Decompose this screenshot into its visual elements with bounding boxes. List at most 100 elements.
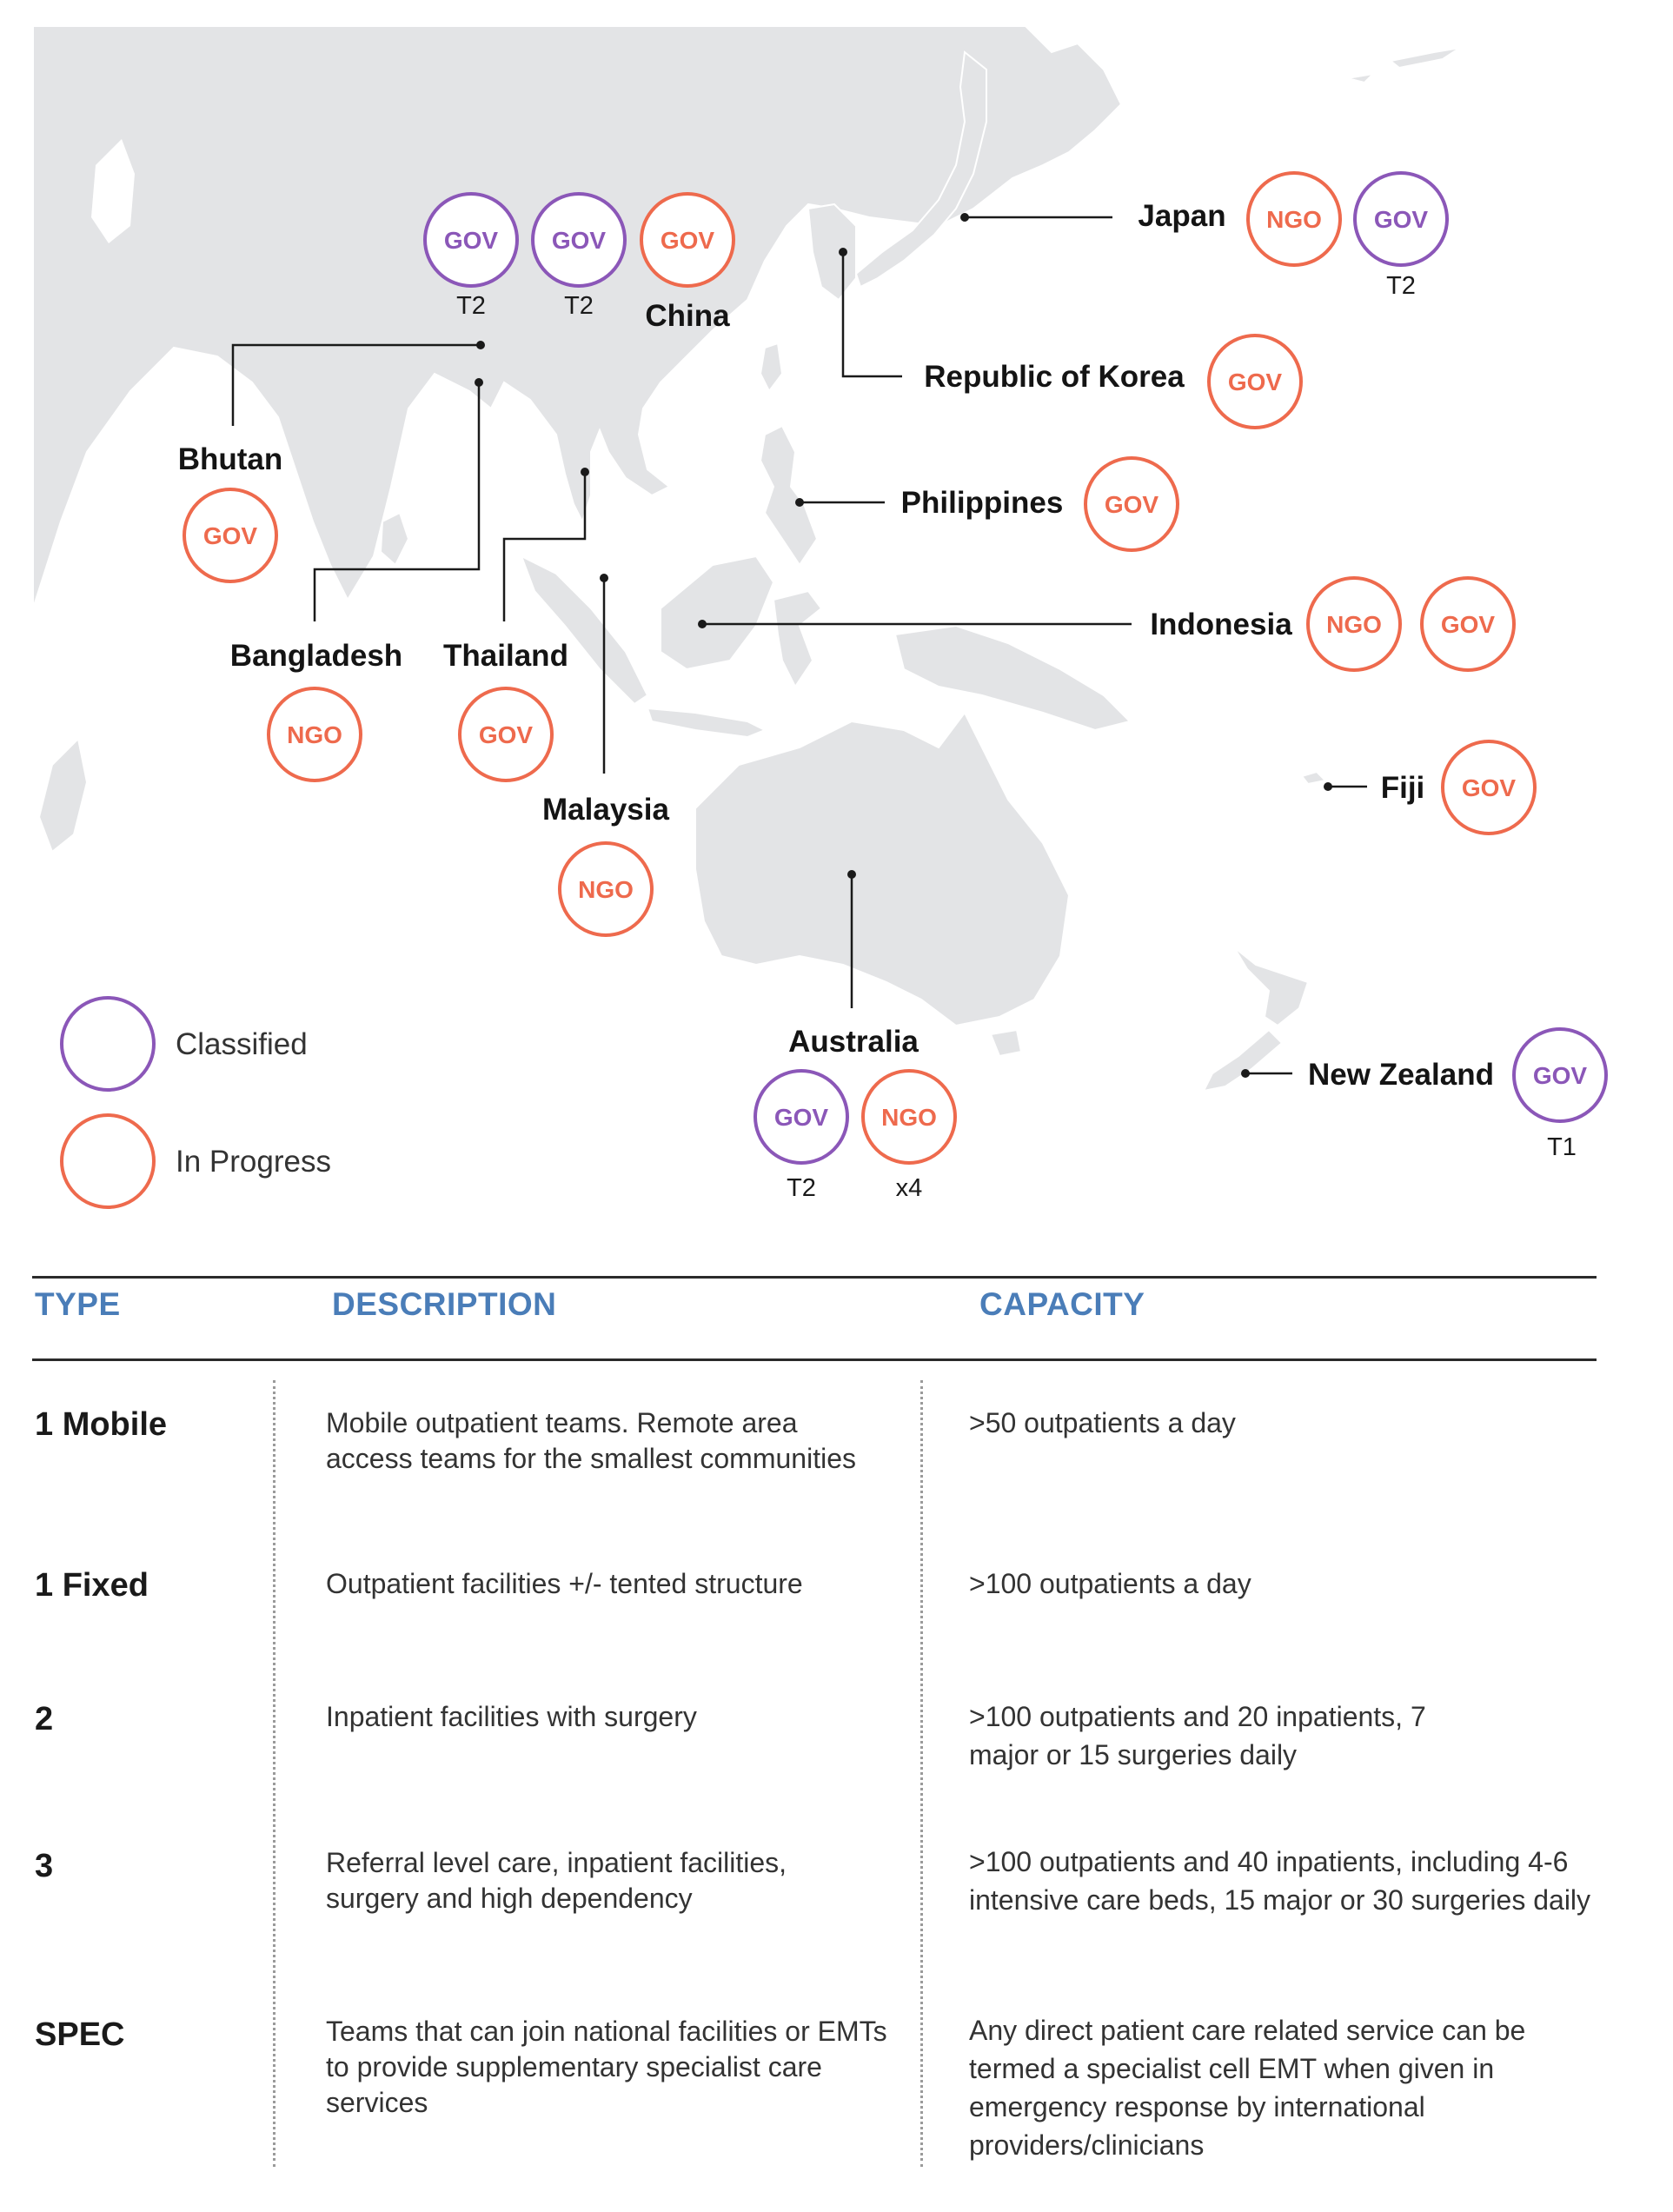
badge-indonesia-ngo-progress (1306, 576, 1402, 672)
legend-classified-label: Classified (176, 1027, 308, 1061)
badge-note: T2 (564, 292, 594, 320)
badge-australia-gov-classified (754, 1069, 849, 1165)
badge-indonesia-gov-progress (1420, 576, 1516, 672)
badge-note: T2 (787, 1174, 816, 1202)
badge-text: GOV (1105, 491, 1159, 518)
leader-line-thailand (502, 472, 587, 621)
badge-thailand-gov-progress (458, 687, 554, 782)
land-new-guinea (893, 624, 1132, 732)
land-new-zealand-south (1202, 1028, 1284, 1093)
badge-china-gov-progress (640, 192, 735, 288)
badge-china-gov-classified-1 (423, 192, 519, 288)
country-label-bangladesh: Bangladesh (230, 639, 402, 673)
location-dot-bangladesh (475, 378, 483, 387)
column-divider-2 (920, 1380, 923, 2167)
table-row-description: Inpatient facilities with surgery (326, 1701, 697, 1732)
badge-text: GOV (1374, 206, 1429, 233)
badge-note: T2 (456, 292, 486, 320)
country-label-bhutan: Bhutan (178, 442, 283, 476)
badge-text: NGO (1326, 611, 1382, 638)
table-row-type: 1 Mobile (35, 1406, 168, 1443)
table-row-description: Referral level care, inpatient facilitie… (326, 1847, 787, 1914)
badge-malaysia-ngo-progress (558, 841, 654, 937)
badge-japan-ngo-progress (1246, 171, 1342, 267)
badge-text: GOV (479, 721, 534, 748)
badge-fiji-gov-progress (1441, 740, 1537, 835)
country-label-fiji: Fiji (1381, 771, 1425, 805)
legend-in-progress-swatch (60, 1113, 156, 1209)
badge-text: NGO (287, 721, 342, 748)
land-korea (807, 203, 857, 302)
badge-text: GOV (1533, 1062, 1588, 1089)
badge-bhutan-gov-progress (183, 488, 278, 583)
table-row-description: Teams that can join national facilities … (326, 2016, 887, 2118)
legend-in-progress-label: In Progress (176, 1145, 331, 1179)
land-taiwan (759, 342, 784, 393)
table-row-capacity: Any direct patient care related service … (969, 2015, 1526, 2161)
country-label-thailand: Thailand (443, 639, 568, 673)
country-label-korea: Republic of Korea (924, 360, 1185, 394)
table-row-capacity: >100 outpatients and 40 inpatients, incl… (969, 1846, 1591, 1916)
location-dot-australia (847, 870, 856, 879)
badge-note: T1 (1547, 1133, 1577, 1161)
country-label-malaysia: Malaysia (542, 793, 669, 827)
table-header-capacity: CAPACITY (979, 1286, 1145, 1322)
location-dot-malaysia (600, 574, 608, 582)
badge-text: GOV (552, 227, 607, 254)
badge-note: T2 (1386, 272, 1416, 300)
badge-text: GOV (1462, 774, 1517, 801)
table-row-capacity: >100 outpatients and 20 inpatients, 7 ma… (969, 1701, 1426, 1770)
land-japan (854, 50, 987, 289)
badge-philippines-gov-progress (1084, 456, 1179, 552)
land-fiji (1300, 770, 1328, 786)
country-label-australia: Australia (788, 1025, 919, 1059)
land-new-zealand-north (1233, 947, 1310, 1027)
badge-text: GOV (774, 1104, 829, 1131)
leader-line-bangladesh (313, 382, 481, 621)
table-header-description: DESCRIPTION (332, 1286, 557, 1322)
table-row-type: 2 (35, 1701, 54, 1737)
location-dot-new-zealand (1241, 1069, 1250, 1078)
badge-text: NGO (1266, 206, 1322, 233)
badge-text: GOV (444, 227, 499, 254)
country-label-china: China (645, 299, 730, 333)
location-dot-indonesia (698, 620, 707, 628)
location-dot-philippines (795, 498, 804, 507)
badge-new-zealand-gov-classified (1512, 1027, 1608, 1123)
badge-text: GOV (1441, 611, 1496, 638)
land-sri-lanka (379, 511, 410, 567)
land-java (646, 707, 767, 739)
badge-australia-ngo-progress (861, 1069, 957, 1165)
badge-text: GOV (1228, 369, 1283, 395)
table-top-rule (32, 1276, 1597, 1279)
table-header-type: TYPE (35, 1286, 121, 1322)
land-sulawesi (772, 589, 823, 688)
land-west-island (37, 736, 89, 854)
badge-china-gov-classified-2 (531, 192, 627, 288)
country-label-indonesia: Indonesia (1150, 608, 1292, 641)
table-header-rule (32, 1358, 1597, 1361)
badge-bangladesh-ngo-progress (267, 687, 362, 782)
land-tasmania (989, 1028, 1023, 1058)
badge-text: NGO (578, 876, 634, 903)
land-philippines (759, 424, 819, 567)
location-dot-japan (960, 213, 969, 222)
leader-line-bhutan (231, 343, 481, 426)
badge-text: NGO (881, 1104, 937, 1131)
table-row-type: 3 (35, 1848, 54, 1884)
badge-note: x4 (896, 1174, 923, 1202)
column-divider-1 (273, 1380, 276, 2167)
badge-text: GOV (661, 227, 715, 254)
land-borneo (660, 555, 775, 671)
badge-korea-gov-progress (1207, 334, 1303, 429)
table-row-type: SPEC (35, 2016, 125, 2053)
location-dot-fiji (1324, 782, 1332, 791)
leader-line-korea (841, 252, 902, 378)
legend-classified-swatch (60, 996, 156, 1092)
asia-pacific-map: China Japan Republic of Korea Bhutan Phi… (32, 25, 1608, 1209)
land-sumatra (520, 554, 649, 706)
land-australia (694, 711, 1071, 1027)
legend: Classified In Progress (60, 996, 331, 1209)
country-label-new-zealand: New Zealand (1308, 1058, 1494, 1092)
country-label-japan: Japan (1138, 199, 1225, 233)
